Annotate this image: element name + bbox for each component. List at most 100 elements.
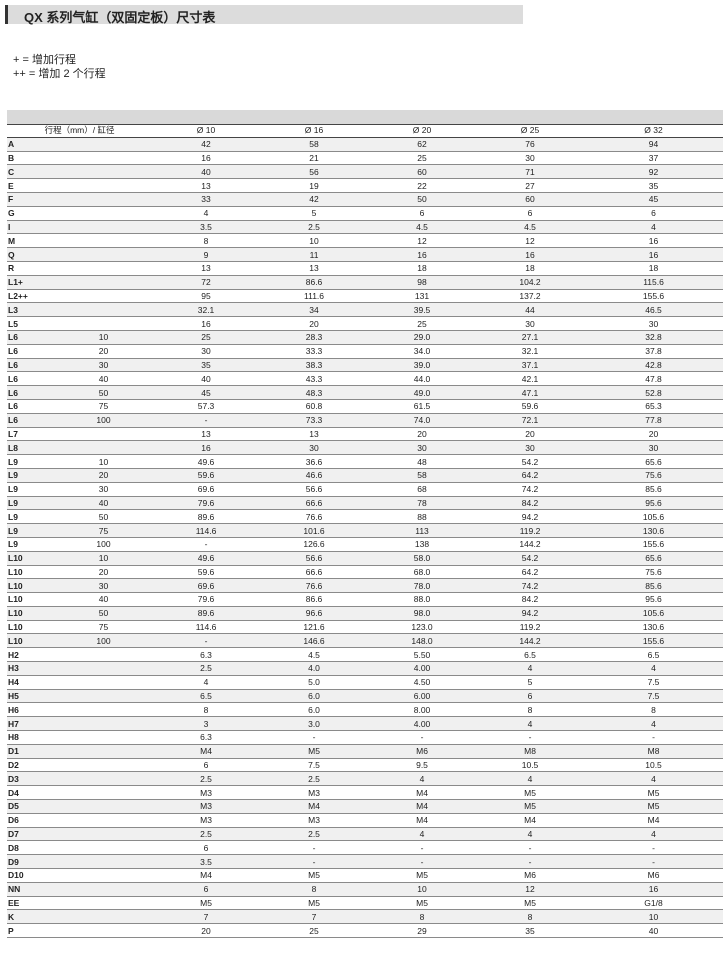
cell-bore-16: 4.0 bbox=[260, 661, 369, 676]
cell-bore-25: 4.5 bbox=[476, 220, 585, 235]
cell-bore-16: 66.6 bbox=[260, 565, 369, 580]
cell-bore-25: 76 bbox=[476, 137, 585, 152]
table-row: D1 M4 M5 M6 M8 M8 bbox=[7, 744, 723, 759]
table-row: H7 3 3.0 4.00 4 4 bbox=[7, 716, 723, 732]
cell-bore-20: 29.0 bbox=[368, 330, 477, 345]
table-row: L2++ 95 111.6 131 137.2 155.6 bbox=[7, 289, 723, 304]
cell-bore-20: 58.0 bbox=[368, 551, 477, 566]
cell-bore-10: M3 bbox=[152, 785, 261, 801]
table-row: B 16 21 25 30 37 bbox=[7, 151, 723, 166]
cell-bore-16: - bbox=[260, 854, 369, 870]
cell-row-label: L9 bbox=[7, 523, 55, 538]
cell-stroke: 20 bbox=[55, 565, 153, 580]
cell-stroke: 50 bbox=[55, 385, 153, 400]
cell-row-label: L6 bbox=[7, 371, 55, 387]
cell-bore-16: 7.5 bbox=[260, 758, 369, 773]
cell-bore-16: 73.3 bbox=[260, 413, 369, 428]
cell-bore-25: 27.1 bbox=[476, 330, 585, 345]
table-row: R 13 13 18 18 18 bbox=[7, 261, 723, 276]
cell-bore-10: - bbox=[152, 537, 261, 552]
cell-bore-20: M6 bbox=[368, 744, 477, 759]
table-row: L6 50 45 48.3 49.0 47.1 52.8 bbox=[7, 385, 723, 400]
table-row: L9 40 79.6 66.6 78 84.2 95.6 bbox=[7, 496, 723, 511]
cell-bore-10: 59.6 bbox=[152, 468, 261, 483]
cell-bore-16: 20 bbox=[260, 316, 369, 331]
cell-stroke: 10 bbox=[55, 330, 153, 345]
cell-bore-25: M5 bbox=[476, 896, 585, 911]
cell-bore-16: 28.3 bbox=[260, 330, 369, 345]
cell-bore-32: 130.6 bbox=[584, 523, 723, 538]
cell-bore-25: M8 bbox=[476, 744, 585, 759]
cell-bore-25: 47.1 bbox=[476, 385, 585, 400]
table-row: H8 6.3- - - - bbox=[7, 730, 723, 745]
cell-bore-25: 12 bbox=[476, 882, 585, 897]
cell-bore-20: 4 bbox=[368, 771, 477, 787]
cell-row-label: Q bbox=[7, 247, 55, 262]
cell-bore-32: 8 bbox=[584, 702, 723, 718]
cell-row-label: D4 bbox=[7, 785, 55, 801]
cell-row-label: R bbox=[7, 261, 55, 276]
cell-bore-16: 6.0 bbox=[260, 689, 369, 704]
cell-bore-20: 20 bbox=[368, 427, 477, 442]
cell-bore-20: 4.00 bbox=[368, 716, 477, 732]
cell-bore-20: 98.0 bbox=[368, 606, 477, 621]
cell-bore-25: 30 bbox=[476, 316, 585, 331]
cell-bore-20: 39.0 bbox=[368, 358, 477, 373]
cell-bore-16: 34 bbox=[260, 302, 369, 318]
cell-stroke bbox=[55, 316, 153, 331]
cell-bore-10: 114.6 bbox=[152, 523, 261, 538]
cell-stroke bbox=[55, 689, 153, 704]
cell-bore-20: 131 bbox=[368, 289, 477, 304]
cell-bore-32: 155.6 bbox=[584, 633, 723, 649]
cell-bore-25: - bbox=[476, 854, 585, 870]
cell-bore-10: 72 bbox=[152, 275, 261, 290]
cell-bore-25: M5 bbox=[476, 785, 585, 801]
cell-stroke bbox=[55, 827, 153, 842]
cell-stroke bbox=[55, 813, 153, 828]
cell-bore-10: 32.1 bbox=[152, 302, 261, 318]
cell-bore-10: M4 bbox=[152, 868, 261, 883]
cell-row-label: L10 bbox=[7, 551, 55, 566]
cell-bore-25: 12 bbox=[476, 233, 585, 249]
cell-row-label: F bbox=[7, 192, 55, 207]
cell-row-label: L9 bbox=[7, 482, 55, 497]
cell-bore-16: 58 bbox=[260, 137, 369, 152]
cell-bore-25: M4 bbox=[476, 813, 585, 828]
cell-row-label: L10 bbox=[7, 592, 55, 607]
cell-bore-20: - bbox=[368, 840, 477, 856]
cell-bore-16: 19 bbox=[260, 178, 369, 193]
cell-row-label: L9 bbox=[7, 509, 55, 525]
cell-bore-20: 48 bbox=[368, 454, 477, 469]
cell-bore-25: 137.2 bbox=[476, 289, 585, 304]
cell-bore-20: 123.0 bbox=[368, 620, 477, 635]
cell-bore-32: 155.6 bbox=[584, 289, 723, 304]
header-bore-25: Ø 25 bbox=[476, 124, 585, 138]
cell-row-label: L9 bbox=[7, 496, 55, 511]
cell-bore-16: 21 bbox=[260, 151, 369, 166]
cell-bore-20: 60 bbox=[368, 164, 477, 180]
cell-bore-32: M5 bbox=[584, 799, 723, 814]
cell-stroke bbox=[55, 427, 153, 442]
cell-bore-25: 10.5 bbox=[476, 758, 585, 773]
cell-stroke: 40 bbox=[55, 371, 153, 387]
cell-bore-16: 60.8 bbox=[260, 399, 369, 414]
cell-bore-32: 7.5 bbox=[584, 675, 723, 690]
cell-row-label: L9 bbox=[7, 468, 55, 483]
table-row: D8 6- - - - bbox=[7, 840, 723, 856]
cell-stroke bbox=[55, 647, 153, 663]
cell-stroke: 40 bbox=[55, 592, 153, 607]
cell-bore-32: 95.6 bbox=[584, 592, 723, 607]
cell-bore-10: 79.6 bbox=[152, 496, 261, 511]
table-row: L3 32.1 34 39.5 44 46.5 bbox=[7, 302, 723, 318]
cell-bore-32: 75.6 bbox=[584, 468, 723, 483]
cell-bore-20: 61.5 bbox=[368, 399, 477, 414]
cell-bore-20: - bbox=[368, 854, 477, 870]
cell-bore-25: 74.2 bbox=[476, 482, 585, 497]
cell-bore-32: M6 bbox=[584, 868, 723, 883]
cell-bore-25: 64.2 bbox=[476, 565, 585, 580]
cell-bore-25: 30 bbox=[476, 440, 585, 456]
cell-row-label: D9 bbox=[7, 854, 55, 870]
cell-bore-20: 148.0 bbox=[368, 633, 477, 649]
cell-bore-20: 25 bbox=[368, 151, 477, 166]
cell-bore-16: 86.6 bbox=[260, 592, 369, 607]
